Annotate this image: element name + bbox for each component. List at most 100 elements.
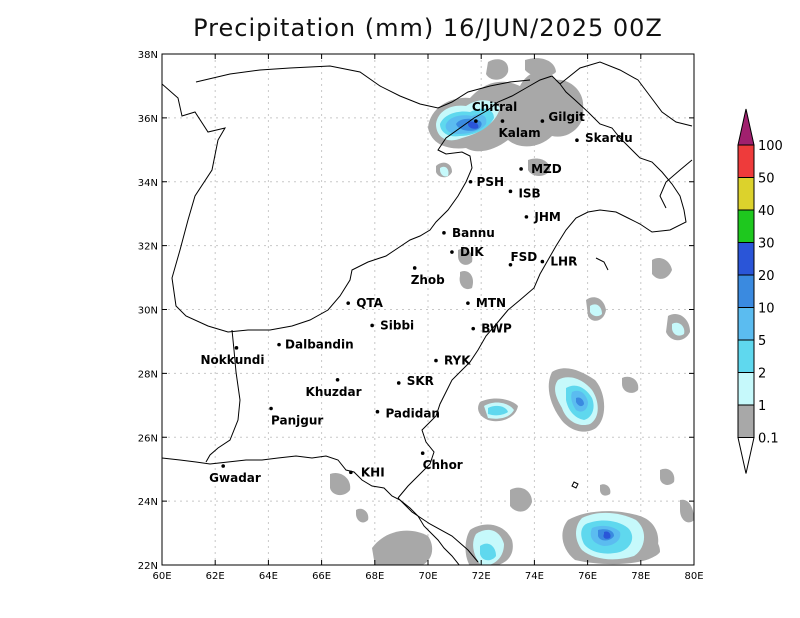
city-marker (434, 358, 438, 363)
city-marker (442, 231, 446, 235)
city-label: JHM (533, 210, 560, 224)
city-label: RYK (444, 354, 471, 368)
colorbar-label: 2 (758, 367, 766, 382)
city-label: Sibbi (380, 318, 414, 332)
city-label: ISB (518, 186, 540, 200)
city-marker (420, 451, 425, 456)
city-label: KHI (361, 465, 385, 479)
precip-area-ltcyan-6 (590, 304, 602, 317)
colorbar-label: 100 (758, 139, 783, 154)
lon-tick-label: 80E (684, 571, 703, 582)
precip-area-gray-11 (622, 376, 639, 393)
city-marker (269, 406, 273, 411)
lon-tick-label: 66E (312, 571, 331, 582)
city-label: Khuzdar (306, 385, 362, 399)
colorbar-segment (737, 242, 755, 276)
coastline (162, 455, 460, 565)
gujarat-coast (397, 497, 479, 563)
city-label: Chhor (423, 458, 463, 472)
colorbar-segment (737, 339, 755, 373)
precip-area-gray-15 (510, 487, 532, 512)
precip-area-ltcyan-8 (440, 166, 449, 177)
lon-tick-label: 72E (472, 571, 491, 582)
city-label: MZD (531, 162, 562, 176)
city-label: Nokkundi (200, 353, 264, 367)
city-marker (540, 119, 545, 123)
city-label: MTN (476, 296, 506, 310)
precip-area-gray-22 (458, 248, 473, 265)
city-marker (500, 119, 505, 123)
precip-area-gray-9 (652, 258, 672, 279)
lon-tick-label: 68E (365, 571, 384, 582)
lat-tick-label: 32N (138, 242, 158, 253)
city-marker (277, 342, 281, 347)
longitude-axis: 60E 62E 64E 66E 68E 70E 72E 74E 76E 78E 80E (152, 54, 704, 582)
colorbar-label: 30 (758, 237, 775, 252)
colorbar-label: 10 (758, 302, 775, 317)
city-label: LHR (550, 255, 577, 269)
precip-area-gray-17 (356, 508, 369, 523)
india-nepal-border (659, 159, 693, 209)
lon-tick-label: 62E (206, 571, 225, 582)
precip-area-dkblue-1 (468, 121, 479, 129)
afghanistan-north (195, 65, 531, 109)
city-marker (234, 346, 239, 350)
precip-area-gray-2 (486, 59, 509, 80)
city-marker (508, 189, 513, 194)
city-marker (396, 381, 401, 385)
lat-tick-label: 28N (138, 369, 158, 380)
colorbar-top-arrow (737, 108, 755, 146)
city-marker (346, 301, 351, 305)
city-label: Bannu (452, 226, 495, 240)
colorbar-label: 1 (758, 399, 766, 414)
precip-area-dkblue-2 (603, 531, 611, 539)
city-label: Panjgur (271, 414, 323, 428)
colorbar-segment (737, 177, 755, 211)
precipitation-shading (330, 58, 694, 565)
lat-tick-label: 26N (138, 433, 158, 444)
city-label: Kalam (498, 126, 540, 140)
colorbar-segment (737, 372, 755, 406)
precip-area-gray-13 (372, 530, 433, 565)
city-label: SKR (407, 374, 434, 388)
precip-area-blue-3 (576, 397, 584, 407)
colorbar-label: 40 (758, 204, 775, 219)
city-marker (524, 215, 529, 219)
lat-tick-label: 34N (138, 178, 158, 189)
china-border (559, 61, 693, 127)
afghanistan-iran-border (162, 75, 561, 333)
lat-tick-label: 36N (138, 114, 158, 125)
city-marker (575, 138, 579, 143)
city-label: Chitral (472, 100, 517, 114)
lon-tick-label: 78E (631, 571, 650, 582)
lon-tick-label: 76E (578, 571, 597, 582)
city-label: BWP (481, 322, 512, 336)
city-label: Padidan (385, 407, 440, 421)
pakistan-iran-border (205, 329, 241, 463)
city-marker (519, 167, 523, 171)
precip-area-cyan-4 (488, 405, 508, 416)
city-marker (370, 323, 374, 328)
precip-area-gray-19 (660, 468, 675, 485)
city-marker (335, 377, 340, 382)
lon-tick-label: 60E (152, 571, 171, 582)
small-island (571, 481, 579, 489)
city-marker (450, 250, 454, 254)
city-label: Gwadar (209, 471, 261, 485)
latitude-axis: 22N 24N 26N 28N 30N 32N 34N 36N 38N (138, 50, 694, 572)
precip-area-gray-21 (600, 484, 611, 496)
colorbar-segment (737, 404, 755, 438)
lat-tick-label: 24N (138, 497, 158, 508)
city-marker (349, 470, 353, 475)
lake (595, 257, 609, 271)
city-label: Zhob (411, 273, 445, 287)
country-borders (162, 61, 693, 565)
lat-tick-label: 22N (138, 561, 158, 572)
colorbar-label: 50 (758, 172, 775, 187)
city-label: DIK (460, 245, 484, 259)
precip-area-gray-23 (459, 270, 474, 290)
city-label: Skardu (585, 131, 633, 145)
precip-area-gray-16 (330, 472, 351, 496)
colorbar: 100 50 40 30 20 10 5 2 1 0.1 (737, 108, 783, 474)
